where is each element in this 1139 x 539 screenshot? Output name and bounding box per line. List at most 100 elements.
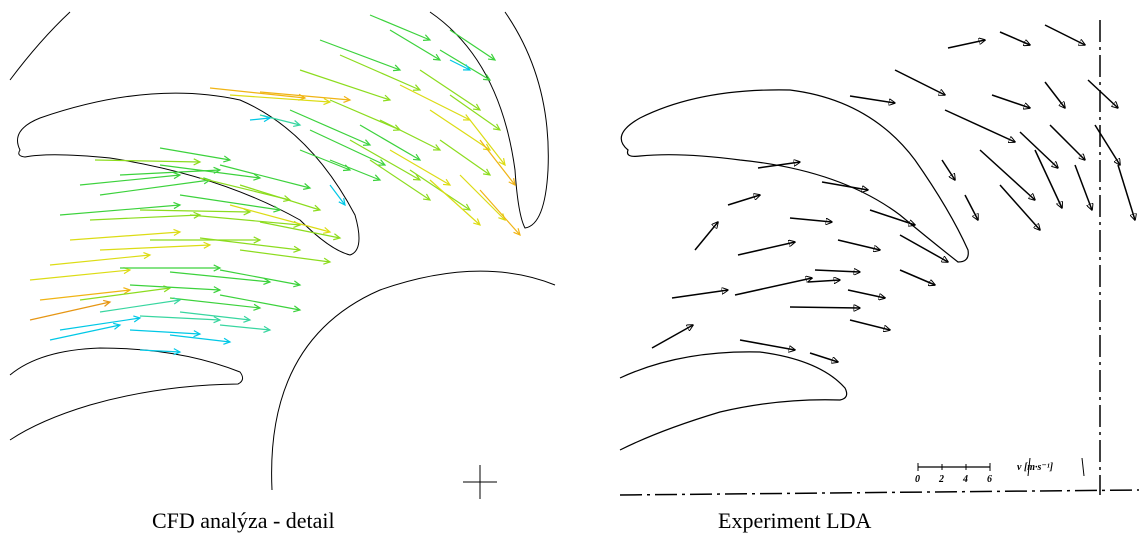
experiment-velocity-arrow [821,181,868,190]
scale-tick-2: 2 [938,474,944,485]
cfd-velocity-arrow [459,174,506,221]
cfd-arrowhead [508,178,516,187]
cfd-arrowhead [312,204,322,212]
cfd-arrowhead [323,257,332,265]
experiment-velocity-arrow [1019,131,1058,168]
cfd-arrowhead [422,34,432,41]
experiment-velocity-arrow [869,209,915,225]
cfd-arrowhead [303,183,312,190]
experiment-velocity-arrow [899,269,935,285]
exp-blade-lower [619,351,848,451]
cfd-arrowhead [143,252,152,260]
experiment-velocity-arrow [894,69,945,95]
cfd-velocity-arrow [179,311,251,321]
experiment-velocity-arrow [1094,124,1120,165]
cfd-velocity-arrow [219,294,301,311]
cfd-arrowhead [382,94,392,102]
cfd-arrowhead [173,228,182,237]
cfd-velocity-arrow [59,317,141,331]
cfd-velocity-arrow [99,244,211,251]
cfd-velocity-arrow [399,84,471,121]
cfd-arrowhead [338,198,346,207]
cfd-velocity-arrow [79,174,181,186]
cfd-arrowhead [343,95,352,104]
cfd-arrowhead [293,280,302,288]
cfd-velocity-arrow [239,184,321,211]
cfd-arrowhead [173,348,182,356]
cfd-arrowhead [372,174,382,182]
cfd-velocity-arrow [449,59,471,71]
experiment-velocity-arrow [947,40,985,49]
experiment-velocity-arrow [734,278,812,296]
cfd-blade-right [429,11,549,229]
cfd-velocity-arrow [139,349,181,353]
cfd-arrowhead [412,84,422,91]
cfd-velocity-arrow [379,119,441,151]
experiment-panel: 0 2 4 6 v [m·s⁻¹] [619,20,1139,496]
scale-tick-4: 4 [962,474,968,485]
cfd-arrowhead [422,193,432,201]
cfd-velocity-arrow [229,94,331,103]
experiment-velocity-arrow [727,195,760,206]
experiment-velocity-arrow [737,242,795,256]
cfd-center-cross-icon [463,465,497,499]
cfd-velocity-arrow [29,301,111,321]
experiment-velocity-arrow [671,290,728,299]
cfd-velocity-arrow [329,99,401,131]
cfd-arrowhead [193,158,202,166]
experiment-velocity-arrow [789,307,860,308]
cfd-arrowhead [103,299,112,307]
cfd-velocity-arrow [449,94,501,131]
experiment-velocity-arrow [789,217,832,222]
experiment-velocity-arrow [999,184,1040,230]
cfd-arrowhead [432,53,442,61]
experiment-velocity-arrow [1044,81,1065,108]
cfd-arrowhead [263,277,272,285]
cfd-velocity-arrow [439,139,491,176]
experiment-velocity-arrow [814,270,860,272]
cfd-arrowhead [323,226,332,234]
cfd-velocity-arrow [319,39,401,71]
cfd-velocity-arrow [69,231,181,241]
cfd-arrowhead [213,264,222,272]
cfd-arrowhead [333,233,342,241]
cfd-velocity-arrow [259,221,341,239]
experiment-velocity-arrow [739,339,795,350]
cfd-velocity-arrow [239,249,331,263]
cfd-arrowhead [473,218,482,226]
cfd-velocity-arrow [419,69,481,111]
experiment-caption: Experiment LDA [718,508,872,533]
experiment-velocity-arrow [849,95,895,103]
cfd-velocity-arrow [369,14,431,41]
experiment-velocity-arrow [1074,164,1092,210]
exp-axis-horizontal [619,489,1139,496]
scale-tick-0: 0 [915,474,920,485]
cfd-blade-upper-left [9,11,71,81]
cfd-velocity-arrow [129,284,221,291]
cfd-velocity-arrow [219,269,301,286]
cfd-velocity-arrow [159,147,231,161]
cfd-arrowhead [293,245,302,253]
cfd-arrowhead [412,153,422,161]
cfd-velocity-arrow [449,29,496,61]
cfd-velocity-arrow [99,179,211,196]
experiment-velocity-arrow [694,222,718,251]
cfd-arrowhead [243,315,252,323]
experiment-velocity-arrow [991,94,1030,108]
cfd-arrowhead [273,205,282,213]
exp-blade-top [620,89,969,263]
cfd-blade-lower [9,347,244,441]
cfd-arrowhead [123,287,132,295]
cfd-velocity-arrow [329,159,381,181]
cfd-velocity-arrow [94,159,201,163]
cfd-caption: CFD analýza - detail [152,508,335,533]
cfd-velocity-arrow [209,87,306,99]
cfd-velocity-arrow [189,214,301,226]
experiment-velocity-arrow [651,325,693,349]
cfd-arrowhead [213,286,222,294]
cfd-arrowhead [472,103,482,111]
cfd-arrowhead [432,144,442,151]
cfd-arrowhead [482,168,492,176]
cfd-velocity-arrow [309,129,386,166]
